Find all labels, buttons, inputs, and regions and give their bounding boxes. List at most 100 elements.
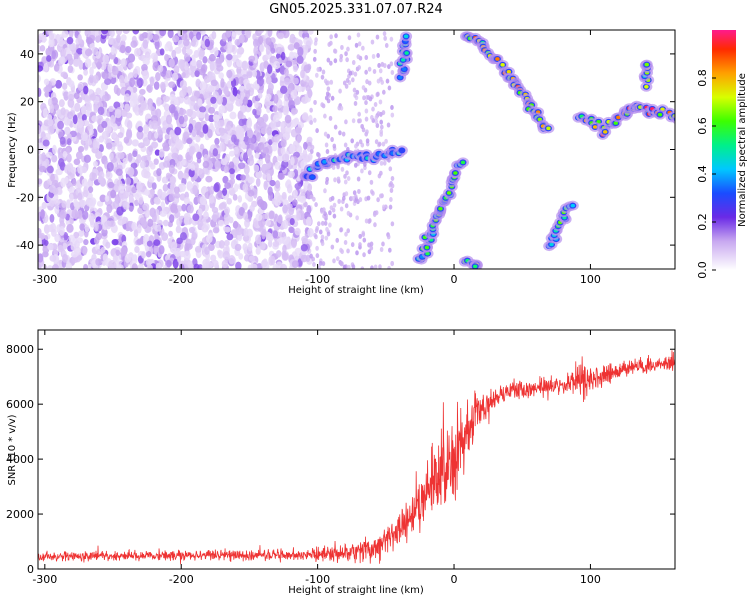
spectral-blob [270,120,277,129]
spectral-blob [132,150,138,158]
spectral-blob [255,170,263,179]
spectral-blob [218,240,225,249]
spectral-blob [211,259,219,268]
spectral-blob [41,201,48,209]
spectral-blob [243,227,249,238]
spectral-blob [240,174,246,181]
spectral-blob [210,79,218,87]
spectral-blob [64,126,71,136]
spectral-blob [154,40,160,50]
spectral-blob [130,40,138,48]
spectral-blob [378,99,383,105]
spectral-blob [93,221,99,232]
spectral-blob [248,255,255,262]
spectral-blob [350,242,355,248]
spectral-blob [91,172,97,181]
spectral-blob [121,234,127,244]
spectral-blob [279,79,285,88]
spectral-blob [366,95,371,101]
spectral-blob [292,64,299,73]
spectral-blob [239,127,245,137]
spectral-blob [75,151,83,160]
spectral-blob [346,46,350,52]
spectral-blob [84,58,92,68]
spectral-blob [390,175,395,181]
spectral-blob [231,54,239,63]
spectral-blob [68,80,75,88]
spectral-blob [132,68,138,78]
spectral-blob [83,69,89,76]
spectral-blob [376,111,381,117]
spectral-blob [361,45,365,51]
spectral-blob [282,153,290,163]
spectral-blob [98,144,104,153]
spectral-blob [356,176,361,182]
spectral-blob [255,106,262,116]
spectral-blob [149,162,156,170]
spectral-blob [138,142,145,149]
spectral-blob [107,63,113,73]
spectral-blob [58,158,65,168]
spectral-blob [269,179,276,187]
spectral-blob [274,191,281,202]
spectral-blob [219,128,225,136]
spectral-blob [88,128,94,135]
spectral-blob [63,91,69,98]
spectral-blob [76,48,84,55]
spectral-blob [360,168,364,174]
spectral-blob [246,118,253,129]
spectral-blob [223,86,229,96]
spectral-blob [205,175,213,183]
spectral-blob [189,163,196,171]
spectral-blob [346,210,351,216]
spectral-blob [353,162,358,168]
spectral-blob [74,102,81,113]
spectral-blob [114,108,122,119]
spectral-blob [314,72,319,78]
spectral-blob [170,241,178,250]
spectral-blob [132,86,138,93]
spectral-blob [238,206,246,217]
spectral-blob [366,195,371,201]
spectrogram-y-ticks: -40 -20 0 20 40 [16,48,675,252]
spectral-feature-zero-doppler-band [299,144,408,183]
spectral-blob [250,263,258,269]
spectral-blob [177,30,183,37]
spectral-blob [291,240,297,248]
spectral-blob [390,112,395,118]
spectral-blob [177,39,185,49]
spectral-blob [328,222,332,228]
spectral-blob [168,137,176,147]
spectral-blob [178,115,185,125]
spectral-blob [137,94,144,104]
spectrogram-x-tick-label: -300 [32,273,57,286]
spectral-blob [159,48,165,56]
spectral-blob [38,157,42,166]
spectral-blob [255,263,263,269]
spectral-blob [115,116,122,127]
spectral-blob [364,69,368,75]
spectral-core [438,206,443,211]
spectral-blob [254,152,260,159]
spectral-blob [90,30,96,35]
spectral-blob [107,71,113,80]
spectral-blob [217,189,222,199]
spectral-blob [78,145,85,153]
spectral-blob [183,212,191,221]
spectral-blob [188,123,194,133]
spectral-blob [142,57,150,66]
spectral-blob [238,76,244,85]
spectral-blob [237,195,243,203]
spectral-blob [286,87,292,95]
snr-x-tick-label: 0 [451,573,458,586]
spectral-blob [320,241,325,247]
spectral-blob [111,238,119,246]
spectral-blob [125,184,132,193]
spectral-blob [156,168,162,177]
spectral-blob [67,65,74,73]
spectral-blob [117,144,124,152]
spectral-blob [292,189,298,198]
spectral-blob [207,243,215,252]
spectral-blob [382,89,386,95]
